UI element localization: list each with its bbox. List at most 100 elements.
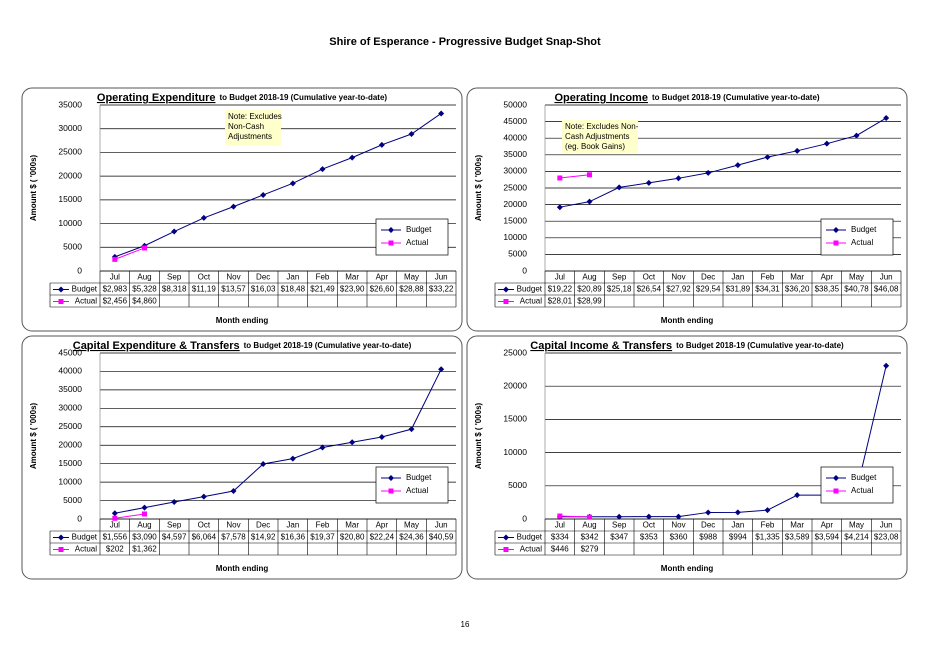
legend-label: Actual xyxy=(851,486,873,495)
y-tick-label: 25000 xyxy=(58,147,82,157)
y-tick-label: 20000 xyxy=(58,439,82,449)
x-tick-label: Sep xyxy=(612,521,627,530)
table-value: $1,556 xyxy=(103,533,128,542)
y-tick-label: 10000 xyxy=(58,218,82,228)
table-value: $40,78 xyxy=(844,285,869,294)
marker xyxy=(58,299,64,304)
marker xyxy=(58,547,64,552)
chart-title: Capital Income & Transfers to Budget 2018… xyxy=(530,340,844,352)
marker xyxy=(171,228,178,235)
x-tick-label: Jan xyxy=(731,273,744,282)
table-value: $25,18 xyxy=(607,285,632,294)
marker xyxy=(378,141,385,148)
marker xyxy=(408,426,415,433)
table-series-name: Actual xyxy=(75,545,97,554)
x-tick-label: Feb xyxy=(761,273,775,282)
x-tick-label: Apr xyxy=(376,521,389,530)
legend-label: Budget xyxy=(851,473,877,482)
table-value: $2,456 xyxy=(103,297,128,306)
table-value: $28,88 xyxy=(399,285,424,294)
marker xyxy=(645,513,652,520)
table-value: $3,594 xyxy=(815,533,840,542)
table-value: $3,589 xyxy=(785,533,810,542)
y-tick-label: 10000 xyxy=(503,232,527,242)
y-tick-label: 25000 xyxy=(58,421,82,431)
x-tick-label: Dec xyxy=(701,273,715,282)
table-value: $19,22 xyxy=(548,285,573,294)
marker xyxy=(58,534,64,541)
y-tick-label: 20000 xyxy=(503,380,527,390)
table-value: $334 xyxy=(551,533,569,542)
marker xyxy=(587,514,592,520)
marker xyxy=(503,534,509,541)
marker xyxy=(503,547,509,552)
series-line xyxy=(114,247,145,260)
note-text: Non-Cash xyxy=(228,122,264,131)
x-tick-label: Jul xyxy=(555,521,565,530)
y-axis-label: Amount $ ( '000s) xyxy=(474,154,483,221)
title-main: Capital Expenditure & Transfers xyxy=(73,340,240,352)
title-sub: to Budget 2018-19 (Cumulative year-to-da… xyxy=(652,93,820,102)
table-value: $22,24 xyxy=(370,533,395,542)
x-tick-label: Sep xyxy=(167,273,182,282)
y-tick-label: 5000 xyxy=(508,249,527,259)
y-tick-label: 10000 xyxy=(58,476,82,486)
x-tick-label: Jun xyxy=(880,521,893,530)
y-tick-label: 0 xyxy=(522,265,527,275)
table-value: $202 xyxy=(106,545,124,554)
legend-label: Actual xyxy=(851,238,873,247)
marker xyxy=(349,154,356,161)
x-tick-label: Feb xyxy=(316,273,330,282)
x-tick-label: Oct xyxy=(198,273,211,282)
chart-title: Operating Income to Budget 2018-19 (Cumul… xyxy=(554,92,819,104)
marker xyxy=(734,509,741,516)
y-tick-label: 15000 xyxy=(503,215,527,225)
x-tick-label: Apr xyxy=(376,273,389,282)
marker xyxy=(883,362,890,369)
marker xyxy=(883,115,890,122)
y-tick-label: 20000 xyxy=(503,199,527,209)
x-tick-label: Aug xyxy=(137,521,151,530)
x-tick-label: May xyxy=(849,273,864,282)
marker xyxy=(833,488,839,494)
table-series-name: Actual xyxy=(520,297,542,306)
x-tick-label: Jan xyxy=(286,273,299,282)
note-text: Note: Excludes xyxy=(228,112,282,121)
x-tick-label: Oct xyxy=(643,521,656,530)
x-axis-label: Month ending xyxy=(661,564,714,573)
marker xyxy=(230,488,237,495)
table-value: $353 xyxy=(640,533,658,542)
marker xyxy=(388,227,394,233)
x-tick-label: Oct xyxy=(643,273,656,282)
table-value: $4,214 xyxy=(844,533,869,542)
marker xyxy=(200,214,207,221)
x-axis-label: Month ending xyxy=(216,564,269,573)
x-tick-label: Jul xyxy=(110,273,120,282)
marker xyxy=(823,140,830,147)
y-tick-label: 10000 xyxy=(503,447,527,457)
marker xyxy=(388,488,394,494)
title-main: Capital Income & Transfers xyxy=(530,340,672,352)
marker xyxy=(764,154,771,161)
table-value: $347 xyxy=(610,533,628,542)
marker xyxy=(675,175,682,182)
table-value: $21,49 xyxy=(310,285,335,294)
table-value: $1,335 xyxy=(755,533,780,542)
x-tick-label: May xyxy=(849,521,864,530)
series-line xyxy=(114,513,145,519)
table-value: $33,22 xyxy=(429,285,454,294)
marker xyxy=(556,204,563,211)
x-tick-label: Nov xyxy=(226,273,240,282)
table-value: $7,578 xyxy=(221,533,246,542)
marker xyxy=(645,179,652,186)
marker xyxy=(142,511,147,517)
legend-label: Budget xyxy=(406,473,432,482)
marker xyxy=(833,240,839,246)
x-tick-label: Feb xyxy=(316,521,330,530)
x-tick-label: Jan xyxy=(286,521,299,530)
marker xyxy=(764,507,771,514)
table-value: $27,92 xyxy=(666,285,691,294)
table-series-name: Budget xyxy=(517,285,543,294)
legend-box xyxy=(375,466,449,504)
marker xyxy=(586,198,593,205)
